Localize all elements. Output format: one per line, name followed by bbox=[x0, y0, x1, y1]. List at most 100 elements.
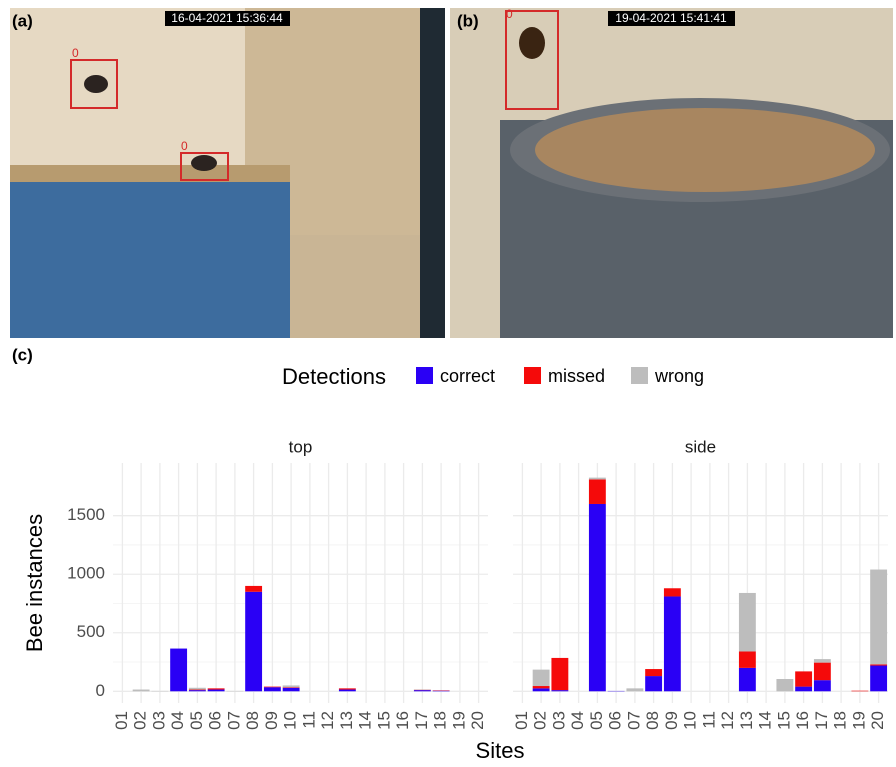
bar-segment bbox=[533, 688, 550, 691]
panel-label: (a) bbox=[12, 11, 33, 30]
legend-swatch bbox=[631, 367, 648, 384]
box-label: 0 bbox=[72, 46, 79, 60]
x-tick-label: 20 bbox=[868, 711, 887, 730]
bar-segment bbox=[283, 687, 300, 688]
x-tick-label: 16 bbox=[393, 711, 412, 730]
x-tick-label: 14 bbox=[356, 711, 375, 730]
x-tick-label: 11 bbox=[699, 711, 718, 729]
timestamp: 19-04-2021 15:41:41 bbox=[615, 11, 727, 25]
bar-segment bbox=[433, 691, 450, 692]
bar-segment bbox=[189, 690, 206, 691]
x-tick-label: 08 bbox=[243, 711, 262, 730]
bar-segment bbox=[533, 686, 550, 688]
bar-segment bbox=[589, 479, 606, 504]
x-tick-label: 07 bbox=[624, 711, 643, 730]
x-tick-label: 19 bbox=[849, 711, 868, 730]
bar-segment bbox=[589, 478, 606, 480]
bar-segment bbox=[264, 687, 281, 688]
facet-title: top bbox=[289, 437, 313, 456]
bar-segment bbox=[264, 687, 281, 691]
photo-b bbox=[450, 8, 893, 338]
x-tick-label: 10 bbox=[281, 711, 300, 730]
bar-segment bbox=[245, 592, 262, 692]
bar-segment bbox=[739, 593, 756, 652]
bar-segment bbox=[339, 690, 356, 692]
bar-segment bbox=[645, 676, 662, 691]
bar-segment bbox=[133, 690, 150, 692]
x-tick-label: 19 bbox=[449, 711, 468, 730]
x-tick-label: 04 bbox=[168, 711, 187, 730]
x-tick-label: 15 bbox=[374, 711, 393, 730]
bar-segment bbox=[339, 688, 356, 689]
bar-segment bbox=[208, 688, 225, 689]
bar-segment bbox=[664, 588, 681, 596]
bar-segment bbox=[739, 668, 756, 691]
x-tick-label: 06 bbox=[206, 711, 225, 730]
box-label: 0 bbox=[181, 139, 188, 153]
x-tick-label: 18 bbox=[831, 711, 850, 730]
y-axis-label: Bee instances bbox=[22, 514, 47, 652]
bar-segment bbox=[795, 671, 812, 686]
x-tick-label: 07 bbox=[224, 711, 243, 730]
x-tick-label: 08 bbox=[643, 711, 662, 730]
x-tick-label: 17 bbox=[412, 711, 431, 730]
bar-segment bbox=[626, 688, 643, 691]
y-tick-label: 1500 bbox=[67, 505, 105, 524]
bar-segment bbox=[208, 690, 225, 692]
legend-label: correct bbox=[440, 366, 495, 386]
bar-segment bbox=[245, 586, 262, 592]
x-tick-label: 16 bbox=[793, 711, 812, 730]
x-tick-label: 06 bbox=[606, 711, 625, 730]
x-tick-label: 09 bbox=[662, 711, 681, 730]
x-tick-label: 04 bbox=[568, 711, 587, 730]
x-tick-label: 17 bbox=[812, 711, 831, 730]
x-tick-label: 18 bbox=[431, 711, 450, 730]
bar-segment bbox=[870, 570, 887, 665]
x-tick-label: 13 bbox=[337, 711, 356, 730]
figure: (a) 16-04-2021 15:36:44 0 0 (b) 19-04-20… bbox=[0, 0, 896, 767]
legend-label: missed bbox=[548, 366, 605, 386]
bar-segment bbox=[533, 670, 550, 686]
bar-segment bbox=[870, 666, 887, 692]
bar-segment bbox=[645, 669, 662, 676]
bar-segment bbox=[283, 688, 300, 692]
panel-label: (c) bbox=[12, 345, 33, 364]
legend-swatch bbox=[416, 367, 433, 384]
x-tick-label: 10 bbox=[681, 711, 700, 730]
bar-segment bbox=[414, 690, 431, 691]
panel-label: (b) bbox=[457, 11, 479, 30]
x-tick-label: 02 bbox=[531, 711, 550, 730]
bar-segment bbox=[283, 685, 300, 687]
bar-segment bbox=[851, 691, 868, 692]
x-axis-label: Sites bbox=[476, 738, 525, 763]
x-tick-label: 11 bbox=[299, 711, 318, 729]
x-tick-label: 15 bbox=[774, 711, 793, 730]
bar-segment bbox=[189, 688, 206, 690]
y-tick-label: 0 bbox=[96, 681, 105, 700]
x-tick-label: 05 bbox=[187, 711, 206, 730]
bar-segment bbox=[551, 658, 568, 690]
x-tick-label: 03 bbox=[549, 711, 568, 730]
x-tick-label: 09 bbox=[262, 711, 281, 730]
timestamp: 16-04-2021 15:36:44 bbox=[171, 11, 283, 25]
legend-title: Detections bbox=[282, 364, 386, 389]
bar-segment bbox=[589, 504, 606, 691]
bar-segment bbox=[170, 649, 187, 692]
bar-segment bbox=[814, 659, 831, 663]
bar-segment bbox=[739, 651, 756, 667]
x-tick-label: 02 bbox=[131, 711, 150, 730]
x-tick-label: 13 bbox=[737, 711, 756, 730]
bar-segment bbox=[870, 664, 887, 665]
legend-label: wrong bbox=[654, 366, 704, 386]
bar-segment bbox=[664, 596, 681, 691]
x-tick-label: 12 bbox=[318, 711, 337, 730]
x-tick-label: 05 bbox=[587, 711, 606, 730]
x-tick-label: 20 bbox=[468, 711, 487, 730]
x-tick-label: 01 bbox=[512, 711, 531, 730]
bar-segment bbox=[814, 663, 831, 681]
y-tick-label: 1000 bbox=[67, 564, 105, 583]
bar-segment bbox=[551, 690, 568, 691]
facet-title: side bbox=[685, 437, 716, 456]
x-tick-label: 14 bbox=[756, 711, 775, 730]
legend-swatch bbox=[524, 367, 541, 384]
